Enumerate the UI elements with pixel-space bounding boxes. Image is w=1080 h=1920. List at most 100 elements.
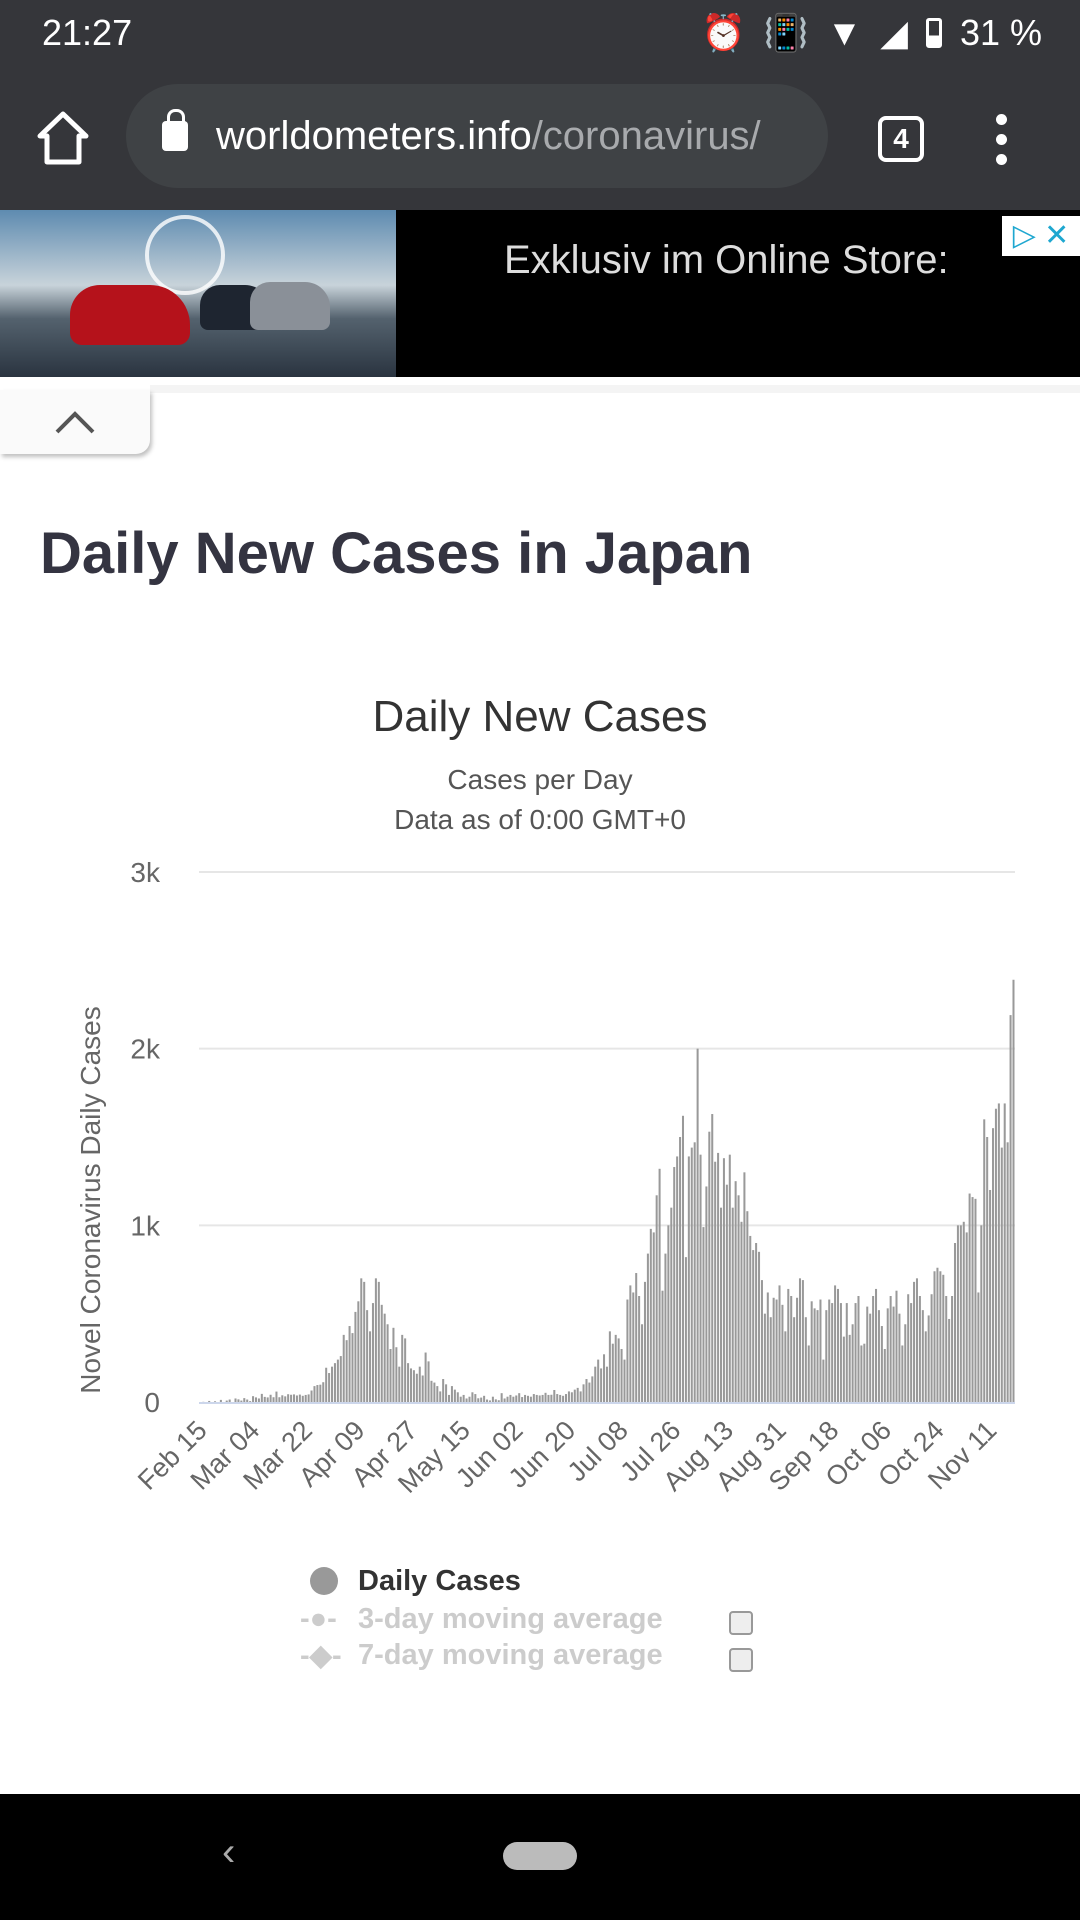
bar[interactable] (743, 1172, 746, 1402)
bar[interactable] (427, 1361, 430, 1402)
bar[interactable] (538, 1395, 541, 1402)
bar[interactable] (547, 1394, 550, 1402)
bar[interactable] (328, 1373, 331, 1402)
bar[interactable] (684, 1257, 687, 1402)
bar[interactable] (687, 1156, 690, 1402)
bar[interactable] (863, 1343, 866, 1402)
bar[interactable] (439, 1391, 442, 1402)
bar[interactable] (740, 1221, 743, 1402)
bar[interactable] (921, 1310, 924, 1402)
bar[interactable] (524, 1394, 527, 1402)
bar[interactable] (629, 1285, 632, 1402)
bar[interactable] (407, 1363, 410, 1402)
bar[interactable] (918, 1296, 921, 1402)
bar[interactable] (945, 1296, 948, 1402)
bar[interactable] (793, 1317, 796, 1402)
bar[interactable] (775, 1299, 778, 1402)
bar[interactable] (810, 1301, 813, 1402)
bar[interactable] (292, 1394, 296, 1402)
bar[interactable] (880, 1326, 883, 1402)
bar[interactable] (717, 1152, 720, 1402)
bar[interactable] (409, 1368, 413, 1402)
bar[interactable] (377, 1281, 380, 1402)
bar[interactable] (866, 1306, 869, 1402)
bar[interactable] (749, 1235, 752, 1402)
bar[interactable] (652, 1232, 655, 1402)
bar[interactable] (997, 1103, 1000, 1402)
bar[interactable] (506, 1396, 509, 1402)
bar[interactable] (570, 1392, 573, 1402)
bar[interactable] (257, 1398, 260, 1402)
bar[interactable] (883, 1349, 886, 1402)
bar[interactable] (857, 1296, 860, 1402)
bar[interactable] (603, 1354, 606, 1402)
bar[interactable] (804, 1317, 807, 1402)
bar[interactable] (579, 1391, 582, 1402)
bar[interactable] (763, 1313, 766, 1402)
bar[interactable] (728, 1154, 731, 1402)
bar[interactable] (708, 1131, 711, 1402)
bar[interactable] (828, 1299, 831, 1402)
bar[interactable] (842, 1336, 845, 1402)
bar[interactable] (392, 1327, 395, 1402)
bar[interactable] (433, 1382, 436, 1402)
bar[interactable] (898, 1313, 901, 1402)
bar[interactable] (348, 1326, 351, 1402)
bar[interactable] (1003, 1103, 1006, 1402)
bar[interactable] (339, 1356, 342, 1402)
bar[interactable] (673, 1167, 676, 1402)
more-menu-icon[interactable] (996, 114, 1008, 174)
bar[interactable] (872, 1296, 875, 1402)
bar[interactable] (284, 1396, 287, 1402)
bar[interactable] (839, 1303, 842, 1402)
bar[interactable] (822, 1359, 825, 1402)
bar[interactable] (626, 1299, 629, 1402)
bar[interactable] (272, 1397, 275, 1402)
bar[interactable] (336, 1359, 339, 1402)
ad-image[interactable] (0, 210, 396, 377)
bar[interactable] (953, 1243, 957, 1402)
bar[interactable] (836, 1288, 840, 1402)
bar[interactable] (913, 1281, 916, 1402)
bar[interactable] (737, 1195, 740, 1402)
bar[interactable] (369, 1331, 372, 1402)
bar[interactable] (608, 1331, 611, 1402)
bar[interactable] (331, 1366, 334, 1402)
bar[interactable] (933, 1271, 936, 1402)
bar[interactable] (450, 1386, 453, 1402)
bar[interactable] (676, 1156, 679, 1402)
bar[interactable] (468, 1396, 471, 1402)
bar[interactable] (246, 1399, 249, 1402)
bar[interactable] (643, 1281, 646, 1402)
bar[interactable] (515, 1395, 518, 1402)
bar[interactable] (617, 1338, 620, 1402)
bar[interactable] (597, 1359, 600, 1402)
bar[interactable] (798, 1278, 801, 1402)
bar[interactable] (401, 1334, 404, 1402)
bar[interactable] (363, 1281, 366, 1402)
bar[interactable] (725, 1184, 728, 1402)
bar[interactable] (731, 1207, 734, 1402)
bar[interactable] (228, 1399, 231, 1402)
ad-text[interactable]: Exklusiv im Online Store: (504, 238, 949, 282)
bar[interactable] (664, 1253, 667, 1402)
bar[interactable] (714, 1161, 717, 1402)
bar[interactable] (705, 1186, 708, 1402)
bar[interactable] (585, 1379, 588, 1402)
bar[interactable] (992, 1128, 995, 1402)
bar[interactable] (787, 1288, 790, 1402)
bar[interactable] (693, 1142, 696, 1402)
bar[interactable] (649, 1228, 652, 1402)
bar[interactable] (816, 1310, 819, 1402)
bar[interactable] (471, 1392, 474, 1402)
bar[interactable] (269, 1394, 272, 1402)
bar[interactable] (322, 1382, 325, 1402)
bar[interactable] (488, 1400, 491, 1402)
bar[interactable] (796, 1297, 799, 1402)
ad-close-icon[interactable]: ▷ ✕ (1002, 216, 1080, 256)
bar[interactable] (591, 1376, 594, 1402)
bar[interactable] (298, 1394, 301, 1402)
bar[interactable] (1012, 979, 1015, 1402)
bar[interactable] (404, 1338, 407, 1402)
bar[interactable] (521, 1397, 524, 1402)
